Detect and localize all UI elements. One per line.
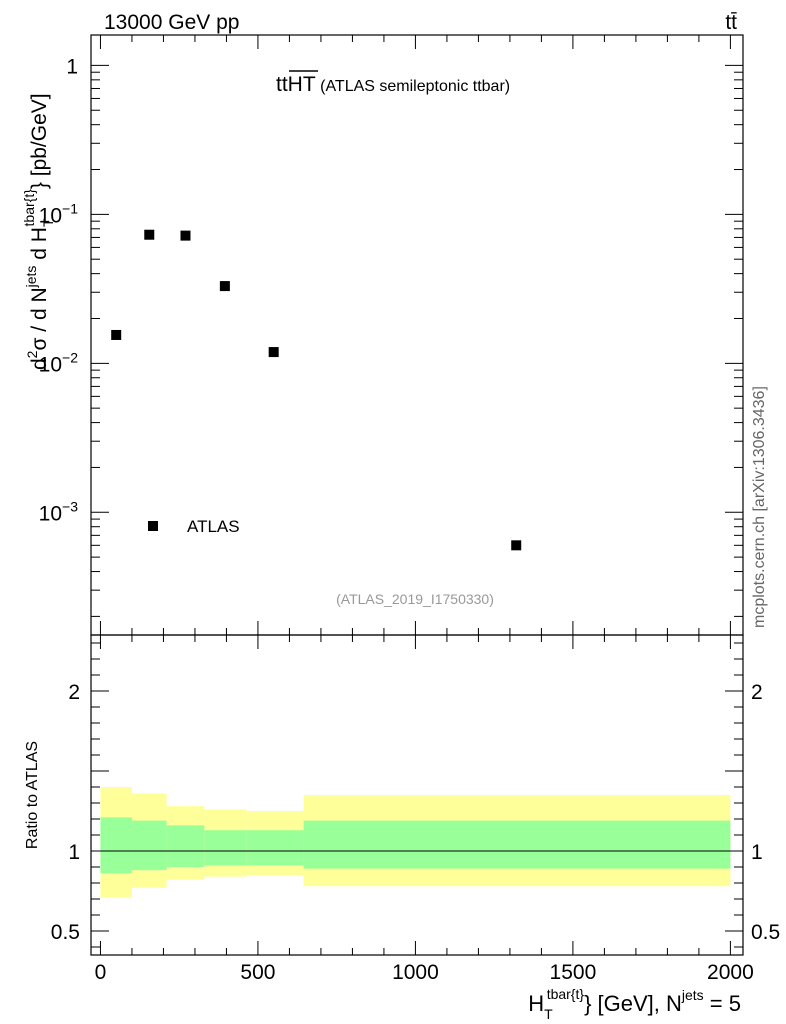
process-label: tt̄: [725, 11, 737, 34]
legend-marker: [148, 521, 158, 531]
x-tick-label: 2000: [707, 961, 754, 984]
energy-label: 13000 GeV pp: [104, 11, 239, 34]
ratio-x-tick-labels: 0 500 1000 1500 2000: [95, 961, 754, 984]
ratio-y-tick-label: 0.5: [51, 921, 80, 944]
main-data-points: [111, 229, 522, 551]
ratio-inner-band: [246, 830, 304, 866]
ratio-y-tick-label-right: 0.5: [751, 921, 780, 944]
main-axis-ticks: [91, 35, 743, 635]
ratio-inner-band: [166, 825, 205, 867]
plot-title: ttHT (ATLAS semileptonic ttbar): [276, 73, 510, 96]
main-y-tick-label: 10−1: [39, 200, 79, 227]
x-tick-label: 1500: [550, 961, 597, 984]
ratio-inner-band: [131, 820, 167, 871]
main-plot-frame: [90, 34, 744, 636]
ratio-plot-frame: [90, 634, 744, 956]
ratio-inner-band: [204, 830, 247, 866]
side-label: mcplots.cern.ch [arXiv:1306.3436]: [751, 386, 768, 628]
ratio-y-tick-label: 2: [68, 681, 80, 704]
x-tick-label: 500: [240, 961, 275, 984]
analysis-label: (ATLAS_2019_I1750330): [336, 591, 494, 607]
main-y-tick-label: 10−3: [39, 498, 79, 525]
data-point: [268, 347, 279, 358]
ratio-y-tick-label-right: 1: [751, 841, 763, 864]
ratio-inner-band: [303, 820, 731, 869]
x-tick-label: 1000: [392, 961, 439, 984]
x-tick-label: 0: [95, 961, 107, 984]
ratio-y-tick-label: 1: [68, 841, 80, 864]
data-point: [144, 229, 155, 240]
data-point: [511, 540, 522, 551]
x-axis-label: HTtbar{t}} [GeV], Njets = 5: [528, 986, 741, 1022]
data-point: [180, 230, 191, 241]
data-point: [219, 281, 230, 292]
main-y-axis-label: d2σ / d Njets d HTtbar{t}} [pb/GeV]: [21, 93, 56, 370]
ratio-y-axis-label: Ratio to ATLAS: [24, 741, 41, 849]
main-y-tick-labels: 1 10−1 10−2 10−3: [39, 55, 79, 525]
legend-label: ATLAS: [187, 517, 240, 536]
ratio-axis-ticks: [91, 635, 743, 955]
ratio-y-tick-labels: 2 2 1 1 0.5 0.5: [51, 681, 780, 944]
main-y-tick-label: 10−2: [39, 349, 79, 376]
ratio-bands: [100, 787, 731, 898]
data-point: [111, 329, 122, 340]
ratio-y-tick-label-right: 2: [751, 681, 763, 704]
main-y-tick-label: 1: [66, 55, 78, 78]
ratio-inner-band: [100, 817, 132, 874]
